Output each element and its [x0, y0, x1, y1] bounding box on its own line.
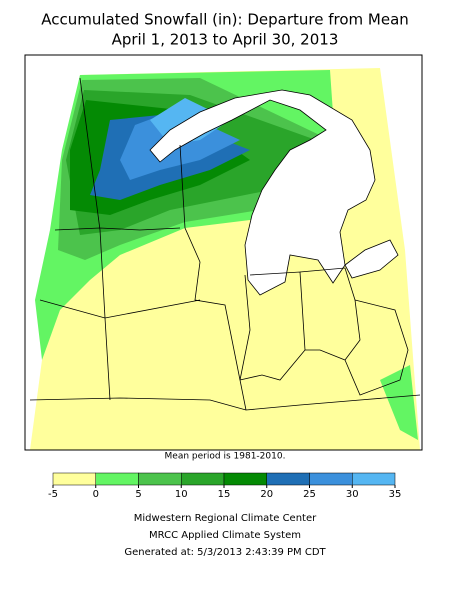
legend-swatch	[309, 472, 353, 486]
legend-tick-label: 35	[389, 489, 402, 500]
footer-line: MRCC Applied Climate System	[149, 530, 301, 541]
legend-tick-label: 20	[260, 489, 273, 500]
subtitle: April 1, 2013 to April 30, 2013	[112, 31, 339, 49]
map-frame	[24, 54, 423, 451]
note: Mean period is 1981-2010.	[165, 452, 286, 462]
legend-swatch	[352, 472, 396, 486]
lake-erie	[344, 239, 399, 279]
footer-line: Midwestern Regional Climate Center	[134, 513, 317, 524]
state-line	[79, 77, 111, 401]
legend-swatch	[138, 472, 182, 486]
map-lines	[24, 54, 423, 451]
legend-tick-label: 5	[135, 489, 141, 500]
legend: -5 0 5 10 15 20 25 30 35	[48, 472, 402, 500]
legend-tick-label: 10	[175, 489, 188, 500]
legend-tick-label: 25	[303, 489, 316, 500]
legend-tick-label: -5	[48, 489, 58, 500]
legend-tick-label: 30	[346, 489, 359, 500]
legend-swatch	[181, 472, 225, 486]
legend-swatch	[95, 472, 139, 486]
legend-swatch	[52, 472, 96, 486]
state-line	[239, 274, 251, 381]
state-line	[344, 299, 409, 396]
state-line	[239, 271, 306, 381]
title: Accumulated Snowfall (in): Departure fro…	[41, 11, 409, 29]
legend-swatch	[266, 472, 310, 486]
state-line	[179, 144, 247, 411]
legend-tick-label: 15	[218, 489, 231, 500]
footer-line: Generated at: 5/3/2013 2:43:39 PM CDT	[124, 547, 326, 558]
state-line	[29, 394, 421, 411]
lakes	[149, 89, 376, 296]
legend-swatch	[223, 472, 267, 486]
state-line	[299, 267, 361, 361]
state-line	[54, 227, 181, 231]
legend-tick-label: 0	[93, 489, 99, 500]
